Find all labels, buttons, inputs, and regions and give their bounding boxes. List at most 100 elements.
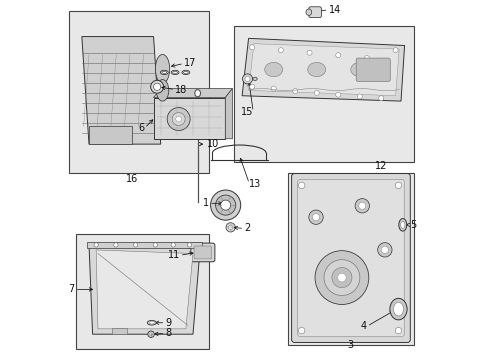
Text: 11: 11	[168, 250, 180, 260]
Circle shape	[309, 210, 323, 224]
Circle shape	[176, 116, 181, 122]
Circle shape	[153, 83, 161, 90]
Ellipse shape	[401, 221, 405, 228]
Circle shape	[378, 243, 392, 257]
Circle shape	[336, 92, 341, 97]
Circle shape	[298, 327, 305, 334]
Circle shape	[243, 74, 252, 84]
Circle shape	[355, 199, 369, 213]
Text: 8: 8	[166, 328, 171, 338]
Circle shape	[149, 333, 152, 336]
FancyBboxPatch shape	[309, 7, 321, 18]
Circle shape	[220, 200, 231, 210]
Text: 13: 13	[249, 179, 262, 189]
Text: 18: 18	[175, 85, 187, 95]
Bar	[76, 234, 209, 348]
Circle shape	[216, 195, 236, 215]
Ellipse shape	[308, 62, 326, 77]
Bar	[69, 12, 209, 173]
Ellipse shape	[155, 54, 170, 83]
Polygon shape	[82, 37, 161, 144]
Polygon shape	[225, 89, 232, 139]
Circle shape	[307, 50, 312, 55]
Text: 12: 12	[375, 161, 388, 171]
Circle shape	[94, 243, 98, 247]
Circle shape	[278, 48, 283, 53]
Circle shape	[336, 53, 341, 58]
Polygon shape	[242, 39, 405, 101]
Ellipse shape	[182, 70, 190, 75]
Text: 2: 2	[245, 224, 250, 233]
Circle shape	[245, 76, 250, 81]
Circle shape	[379, 96, 384, 101]
Text: 7: 7	[69, 284, 74, 294]
Circle shape	[395, 182, 402, 189]
Ellipse shape	[173, 71, 177, 73]
Ellipse shape	[253, 77, 257, 81]
Circle shape	[151, 80, 164, 93]
Bar	[288, 173, 414, 345]
Circle shape	[250, 84, 255, 89]
Circle shape	[148, 331, 154, 337]
Text: 4: 4	[361, 321, 367, 331]
Text: 9: 9	[166, 318, 171, 328]
Ellipse shape	[390, 298, 407, 320]
Ellipse shape	[399, 219, 407, 231]
FancyBboxPatch shape	[356, 58, 390, 81]
Circle shape	[228, 225, 233, 229]
Bar	[89, 126, 132, 144]
Circle shape	[313, 213, 319, 221]
Polygon shape	[89, 244, 200, 334]
Circle shape	[365, 55, 369, 60]
Bar	[234, 26, 414, 162]
Ellipse shape	[351, 62, 368, 77]
Text: 5: 5	[410, 220, 416, 230]
Polygon shape	[96, 250, 193, 329]
Circle shape	[393, 48, 398, 53]
Text: 15: 15	[241, 107, 253, 117]
Text: 6: 6	[139, 123, 145, 133]
Circle shape	[293, 89, 298, 94]
Circle shape	[315, 251, 369, 305]
Circle shape	[172, 113, 185, 126]
Ellipse shape	[195, 90, 200, 97]
Circle shape	[381, 246, 389, 253]
Ellipse shape	[162, 71, 167, 73]
Circle shape	[133, 243, 138, 247]
Text: 16: 16	[126, 174, 138, 184]
Ellipse shape	[306, 9, 312, 15]
FancyBboxPatch shape	[298, 180, 404, 336]
Ellipse shape	[156, 80, 169, 101]
Bar	[112, 328, 126, 334]
Circle shape	[153, 243, 157, 247]
FancyBboxPatch shape	[194, 246, 212, 259]
FancyBboxPatch shape	[292, 174, 410, 342]
Circle shape	[332, 267, 352, 288]
Circle shape	[114, 243, 118, 247]
Ellipse shape	[147, 320, 156, 325]
Ellipse shape	[183, 71, 188, 73]
Circle shape	[226, 223, 235, 232]
Circle shape	[357, 94, 362, 99]
Circle shape	[338, 273, 346, 282]
Circle shape	[298, 182, 305, 189]
Text: 14: 14	[329, 5, 341, 15]
Polygon shape	[153, 89, 232, 98]
Circle shape	[395, 327, 402, 334]
Ellipse shape	[149, 321, 154, 324]
Circle shape	[324, 260, 360, 296]
Circle shape	[171, 243, 175, 247]
FancyBboxPatch shape	[191, 243, 215, 262]
Circle shape	[359, 202, 366, 210]
Circle shape	[211, 190, 241, 220]
Bar	[153, 98, 225, 139]
Ellipse shape	[393, 302, 403, 316]
Bar	[87, 242, 202, 248]
Ellipse shape	[265, 62, 283, 77]
Circle shape	[271, 86, 276, 91]
Circle shape	[187, 243, 192, 247]
Text: 17: 17	[184, 58, 196, 68]
Ellipse shape	[160, 70, 168, 75]
Circle shape	[314, 90, 319, 95]
Text: 3: 3	[348, 340, 354, 350]
